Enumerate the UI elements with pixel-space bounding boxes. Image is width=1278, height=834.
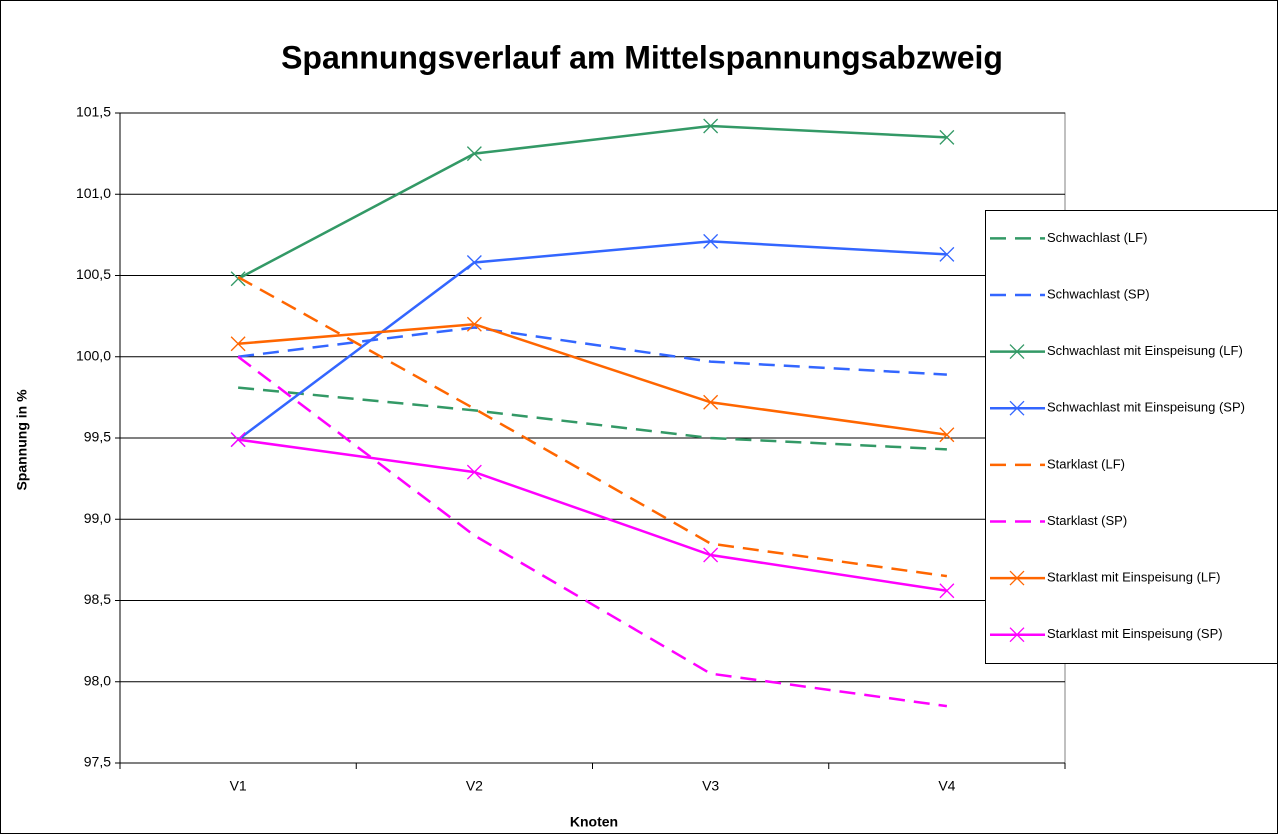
y-tick-label: 99,5 bbox=[84, 429, 111, 445]
y-tick-label: 98,0 bbox=[84, 672, 111, 688]
y-tick-label: 100,0 bbox=[76, 347, 111, 363]
series-line bbox=[237, 124, 947, 280]
data-point bbox=[466, 316, 482, 332]
legend-label: Starklast (LF) bbox=[1047, 456, 1125, 471]
series-line bbox=[237, 326, 947, 376]
legend-marker bbox=[1009, 570, 1025, 586]
series-line bbox=[238, 386, 947, 451]
legend-marker bbox=[1009, 627, 1025, 643]
x-tick-label: V1 bbox=[230, 778, 247, 794]
legend-label: Schwachlast (SP) bbox=[1047, 286, 1150, 301]
legend-label: Starklast (SP) bbox=[1047, 513, 1127, 528]
series-line bbox=[237, 355, 948, 708]
legend-label: Schwachlast mit Einspeisung (LF) bbox=[1047, 343, 1243, 358]
legend-label: Starklast mit Einspeisung (LF) bbox=[1047, 570, 1220, 585]
y-tick-label: 101,5 bbox=[76, 104, 111, 120]
data-point bbox=[230, 271, 246, 287]
data-point bbox=[703, 547, 719, 563]
chart-title: Spannungsverlauf am Mittelspannungsabzwe… bbox=[281, 39, 1003, 75]
data-point bbox=[939, 427, 955, 443]
x-tick-label: V4 bbox=[938, 778, 955, 794]
legend-label: Starklast mit Einspeisung (SP) bbox=[1047, 626, 1223, 641]
x-tick-label: V3 bbox=[702, 778, 719, 794]
data-point bbox=[230, 432, 246, 448]
data-point bbox=[230, 336, 246, 352]
series-line bbox=[237, 240, 947, 441]
data-point bbox=[939, 129, 955, 145]
legend bbox=[985, 210, 1278, 664]
data-point bbox=[703, 118, 719, 134]
y-tick-label: 99,0 bbox=[84, 510, 111, 526]
legend-label: Schwachlast mit Einspeisung (SP) bbox=[1047, 400, 1245, 415]
y-tick-label: 101,0 bbox=[76, 185, 111, 201]
x-axis-label: Knoten bbox=[570, 814, 618, 830]
legend-marker bbox=[1009, 344, 1025, 360]
legend-marker bbox=[1009, 400, 1025, 416]
series-line bbox=[237, 438, 948, 592]
legend-label: Schwachlast (LF) bbox=[1047, 230, 1147, 245]
data-point bbox=[939, 583, 955, 599]
series-line bbox=[237, 276, 948, 578]
data-point bbox=[466, 255, 482, 270]
x-tick-label: V2 bbox=[466, 778, 483, 794]
y-tick-label: 98,5 bbox=[84, 591, 111, 607]
series-line bbox=[238, 322, 948, 436]
data-point bbox=[703, 233, 719, 249]
y-tick-label: 97,5 bbox=[84, 754, 111, 770]
data-point bbox=[466, 464, 482, 480]
data-point bbox=[466, 146, 482, 162]
y-tick-label: 100,5 bbox=[76, 266, 111, 282]
data-point bbox=[703, 394, 719, 410]
data-point bbox=[939, 246, 955, 262]
y-axis-label: Spannung in % bbox=[14, 389, 30, 491]
